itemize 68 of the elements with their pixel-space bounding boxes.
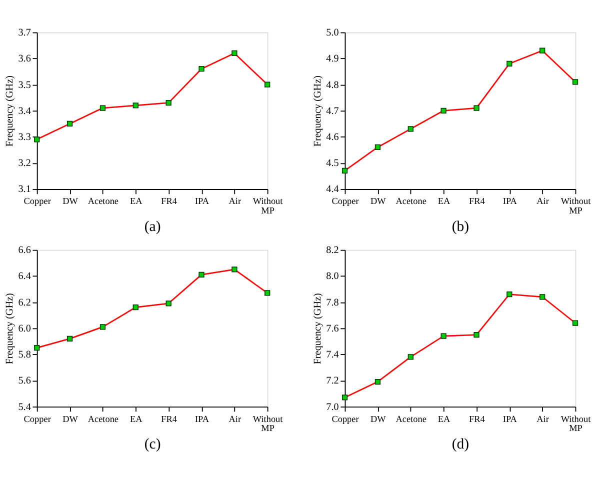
y-tick-label: 3.1: [18, 184, 31, 196]
x-axis-title: (d): [452, 436, 470, 453]
x-tick-label: Copper: [24, 414, 51, 424]
y-tick-label: 7.2: [326, 376, 339, 387]
y-tick-label: 7.0: [326, 402, 339, 413]
y-tick-label: 7.6: [326, 323, 339, 334]
x-tick-label: DW: [62, 196, 78, 206]
x-axis-title: (c): [144, 436, 161, 453]
y-tick-label: 5.4: [18, 402, 31, 413]
y-axis-title: Frequency (GHz): [312, 293, 324, 364]
x-tick-label: FR4: [469, 414, 486, 424]
x-tick-label: EA: [130, 196, 143, 206]
x-tick-label: Without MP: [560, 196, 592, 216]
y-tick-label: 6.6: [18, 245, 31, 256]
y-tick-label: 6.4: [18, 271, 31, 282]
x-tick-label: IPA: [194, 196, 210, 206]
x-tick-label: IPA: [194, 414, 210, 424]
y-tick-label: 4.4: [326, 184, 339, 196]
y-tick-label: 3.4: [18, 106, 31, 117]
y-tick-label: 4.5: [326, 158, 339, 170]
x-tick-label: Copper: [332, 414, 359, 424]
y-tick-label: 6.0: [18, 323, 31, 334]
y-tick-label: 4.8: [326, 80, 339, 91]
y-tick-label: 5.0: [326, 28, 339, 39]
x-tick-label: Acetone: [88, 196, 119, 206]
x-tick-label: Copper: [24, 196, 51, 206]
y-tick-label: 3.6: [18, 54, 31, 65]
x-tick-label: Without MP: [252, 196, 284, 216]
x-tick-label: EA: [438, 414, 451, 424]
y-tick-label: 3.7: [18, 28, 31, 39]
y-tick-label: 8.2: [326, 245, 339, 256]
x-tick-label: DW: [62, 414, 78, 424]
y-tick-label: 4.9: [326, 54, 339, 65]
x-axis-title: (a): [144, 218, 161, 235]
x-tick-label: Without MP: [560, 414, 592, 434]
x-tick-label: Acetone: [88, 414, 119, 424]
x-tick-label: Copper: [332, 196, 359, 206]
x-tick-label: Acetone: [396, 414, 426, 424]
y-axis-title: Frequency (GHz): [312, 76, 324, 147]
x-tick-label: IPA: [502, 196, 518, 206]
y-tick-label: 3.2: [18, 158, 31, 170]
y-axis-title: Frequency (GHz): [4, 293, 16, 364]
x-tick-label: FR4: [161, 414, 178, 424]
x-tick-label: EA: [130, 414, 143, 424]
y-tick-label: 5.6: [18, 376, 31, 387]
y-tick-label: 8.0: [326, 271, 339, 282]
x-tick-label: Air: [228, 414, 242, 424]
x-tick-label: IPA: [502, 414, 518, 424]
y-tick-label: 4.6: [326, 132, 339, 144]
x-tick-label: Air: [536, 196, 549, 206]
x-axis-title: (b): [452, 218, 470, 235]
y-tick-label: 4.7: [326, 106, 339, 117]
x-tick-label: FR4: [469, 196, 486, 206]
x-tick-label: DW: [370, 414, 386, 424]
x-tick-label: Acetone: [396, 196, 426, 206]
x-tick-label: Air: [228, 196, 242, 206]
y-tick-label: 5.8: [18, 350, 31, 361]
y-tick-label: 6.2: [18, 297, 31, 308]
x-tick-label: Air: [536, 414, 549, 424]
y-tick-label: 7.4: [326, 350, 339, 361]
x-tick-label: FR4: [161, 196, 178, 206]
y-tick-label: 3.3: [18, 132, 31, 144]
x-tick-label: Without MP: [252, 414, 284, 434]
x-tick-label: DW: [370, 196, 386, 206]
y-tick-label: 3.5: [18, 80, 31, 91]
x-tick-label: EA: [438, 196, 451, 206]
y-axis-title: Frequency (GHz): [4, 76, 16, 147]
y-tick-label: 7.8: [326, 297, 339, 308]
